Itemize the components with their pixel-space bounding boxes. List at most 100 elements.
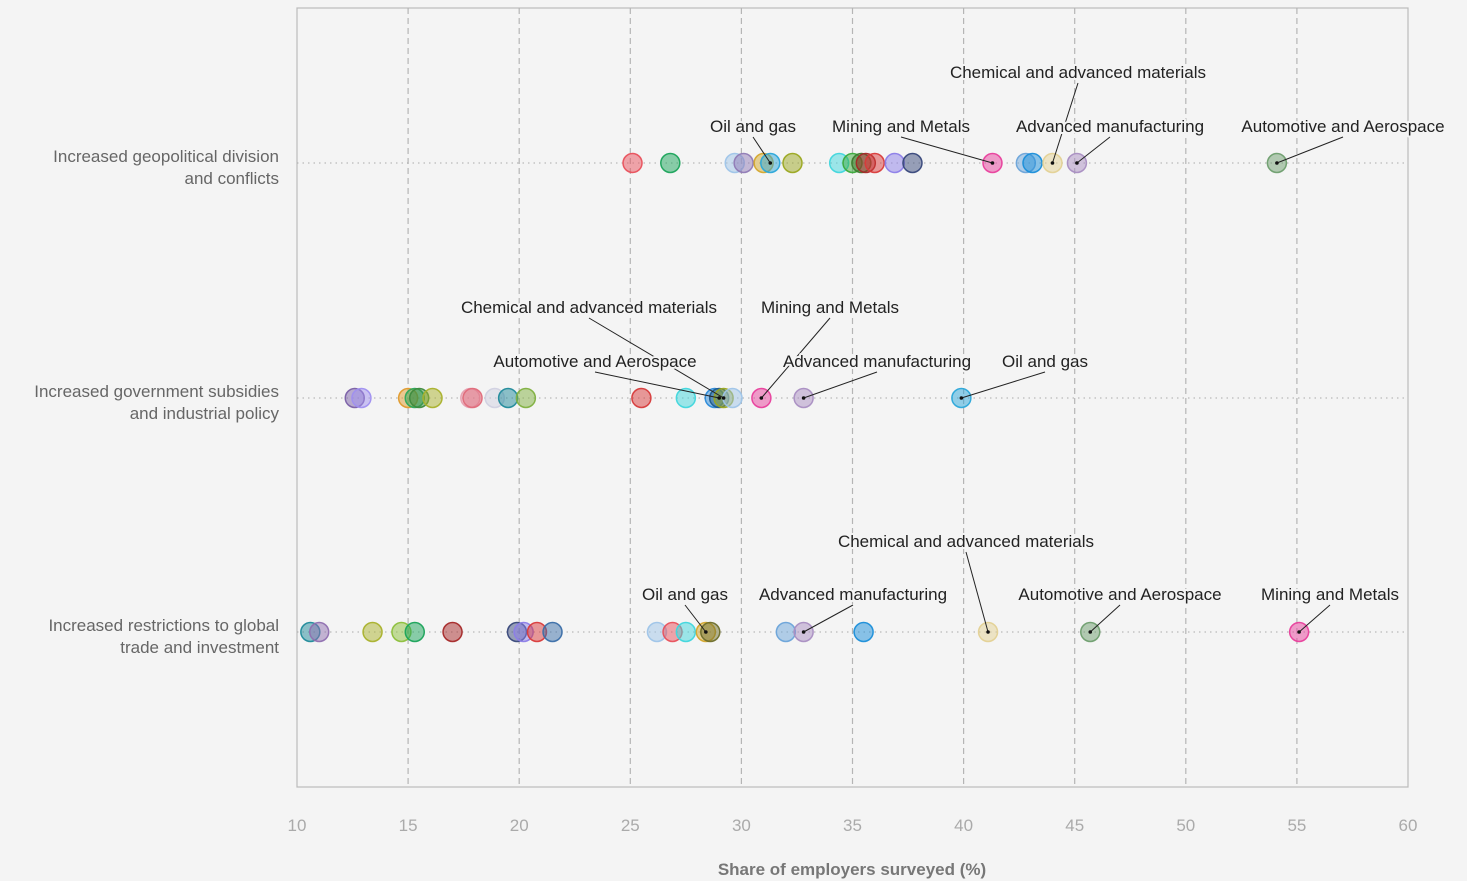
data-point bbox=[515, 387, 537, 409]
annotation-label: Oil and gas bbox=[1002, 352, 1088, 371]
data-point bbox=[902, 152, 923, 174]
annotation-label-halo: Oil and gas bbox=[1002, 352, 1088, 371]
x-tick-label: 45 bbox=[1065, 816, 1084, 835]
x-tick-label: 15 bbox=[399, 816, 418, 835]
data-point bbox=[404, 621, 426, 643]
annotation-leader bbox=[900, 136, 993, 164]
category-label: and conflicts bbox=[185, 169, 280, 188]
annotation-label-halo: Automotive and Aerospace bbox=[1018, 585, 1221, 604]
annotation-anchor bbox=[1050, 161, 1055, 165]
x-tick-label: 25 bbox=[621, 816, 640, 835]
annotation-label: Advanced manufacturing bbox=[783, 352, 971, 371]
annotation-label: Advanced manufacturing bbox=[1016, 117, 1204, 136]
annotation-label: Chemical and advanced materials bbox=[838, 532, 1094, 551]
annotation-label-halo: Mining and Metals bbox=[1261, 585, 1399, 604]
annotation-leader bbox=[1052, 82, 1079, 164]
category-label: and industrial policy bbox=[130, 404, 280, 423]
data-point bbox=[853, 621, 874, 643]
data-point bbox=[497, 387, 519, 409]
annotation-anchor bbox=[1297, 630, 1301, 634]
annotation-anchor bbox=[1075, 161, 1079, 165]
annotation-leader bbox=[752, 136, 771, 164]
x-tick-label: 35 bbox=[843, 816, 862, 835]
annotation-label-halo: Oil and gas bbox=[642, 585, 728, 604]
annotation-anchor bbox=[959, 396, 964, 400]
x-tick-label: 20 bbox=[510, 816, 529, 835]
annotation-anchor bbox=[801, 396, 806, 400]
data-point bbox=[722, 387, 743, 409]
annotation-anchor bbox=[759, 396, 764, 400]
annotation-anchor bbox=[990, 161, 995, 165]
data-point bbox=[622, 152, 643, 174]
x-tick-label: 40 bbox=[954, 816, 973, 835]
annotation-anchor bbox=[717, 396, 721, 400]
annotation-label-halo: Mining and Metals bbox=[761, 298, 899, 317]
annotation-leader bbox=[803, 604, 854, 633]
annotation-leader bbox=[1298, 604, 1331, 633]
annotation-label: Chemical and advanced materials bbox=[950, 63, 1206, 82]
data-point bbox=[1022, 152, 1043, 174]
annotation-anchor bbox=[1088, 630, 1093, 634]
x-tick-label: 30 bbox=[732, 816, 751, 835]
data-point bbox=[422, 387, 443, 409]
annotation-label: Advanced manufacturing bbox=[759, 585, 947, 604]
annotation-label: Automotive and Aerospace bbox=[1241, 117, 1444, 136]
category-label: Increased restrictions to global bbox=[48, 616, 279, 635]
annotation-anchor bbox=[1275, 161, 1279, 165]
annotation-leader bbox=[961, 371, 1046, 399]
category-labels: Increased geopolitical division and confl… bbox=[34, 147, 279, 657]
x-axis-ticks: 10 15 20 25 30 35 40 45 50 55 60 bbox=[288, 816, 1418, 835]
data-point bbox=[700, 621, 721, 643]
category-label: Increased government subsidies bbox=[34, 382, 279, 401]
annotation-label: Oil and gas bbox=[710, 117, 796, 136]
data-point bbox=[733, 152, 754, 174]
data-point bbox=[442, 621, 463, 643]
annotation-anchor bbox=[721, 396, 726, 400]
annotation-label-halo: Oil and gas bbox=[710, 117, 796, 136]
data-point bbox=[864, 152, 885, 174]
annotation-label: Automotive and Aerospace bbox=[1018, 585, 1221, 604]
annotation-label: Automotive and Aerospace bbox=[493, 352, 696, 371]
x-tick-label: 60 bbox=[1399, 816, 1418, 835]
data-point bbox=[362, 621, 383, 643]
data-point bbox=[675, 621, 697, 643]
annotation-label-halo: Advanced manufacturing bbox=[783, 352, 971, 371]
annotation-label: Mining and Metals bbox=[832, 117, 970, 136]
annotation-label-halo: Mining and Metals bbox=[832, 117, 970, 136]
annotations: Oil and gas Oil and gas Mining and Metals M… bbox=[459, 61, 1447, 634]
data-point bbox=[884, 152, 905, 174]
annotation-label-halo: Automotive and Aerospace bbox=[493, 352, 696, 371]
annotation-leader bbox=[761, 317, 831, 399]
data-point bbox=[542, 621, 563, 643]
data-point bbox=[462, 387, 483, 409]
annotation-leader bbox=[803, 371, 878, 399]
data-point bbox=[660, 152, 681, 174]
category-label: Increased geopolitical division bbox=[53, 147, 279, 166]
annotation-anchor bbox=[986, 630, 990, 634]
annotation-label: Mining and Metals bbox=[761, 298, 899, 317]
data-point bbox=[775, 621, 797, 643]
x-axis-title: Share of employers surveyed (%) bbox=[718, 860, 986, 879]
annotation-anchor bbox=[768, 161, 773, 165]
annotation-leader bbox=[1276, 136, 1344, 164]
annotation-label-halo: Advanced manufacturing bbox=[759, 585, 947, 604]
annotation-label-halo: Automotive and Aerospace bbox=[1241, 117, 1444, 136]
annotation-label: Oil and gas bbox=[642, 585, 728, 604]
x-tick-label: 50 bbox=[1176, 816, 1195, 835]
data-point bbox=[782, 152, 803, 174]
annotation-label-halo: Chemical and advanced materials bbox=[950, 63, 1206, 82]
annotation-label-halo: Chemical and advanced materials bbox=[838, 532, 1094, 551]
annotation-leader bbox=[588, 317, 724, 399]
annotation-leader bbox=[684, 604, 707, 633]
data-point bbox=[675, 387, 697, 409]
data-point bbox=[308, 621, 330, 643]
annotation-leader bbox=[594, 371, 720, 399]
annotation-label-halo: Advanced manufacturing bbox=[1016, 117, 1204, 136]
x-tick-label: 55 bbox=[1287, 816, 1306, 835]
annotation-label: Mining and Metals bbox=[1261, 585, 1399, 604]
annotation-label: Chemical and advanced materials bbox=[461, 298, 717, 317]
category-label: trade and investment bbox=[120, 638, 279, 657]
data-point bbox=[351, 387, 372, 409]
annotation-anchor bbox=[704, 630, 708, 634]
